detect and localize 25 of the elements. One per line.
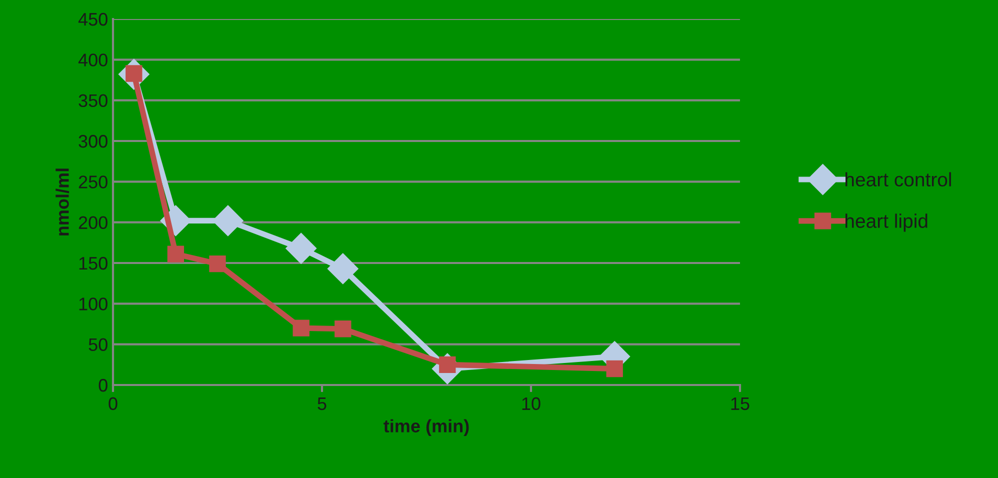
point [286, 232, 317, 264]
y-tick-label: 150 [79, 256, 108, 270]
legend-label: heart control [846, 172, 951, 186]
point [292, 320, 310, 336]
x-tick-label: 0 [108, 397, 118, 410]
y-tick-label: 0 [98, 378, 108, 392]
point [209, 255, 226, 272]
y-tick-label: 100 [79, 298, 108, 310]
y-tick-label: 400 [78, 54, 108, 66]
y-tick-label: 450 [78, 12, 108, 26]
y-tick-label: 50 [88, 338, 108, 352]
y-axis-title: nmol/ml [56, 168, 70, 236]
y-tick-label: 300 [78, 134, 108, 148]
legend-label: heart lipid [846, 214, 928, 232]
y-tick-label: 250 [78, 176, 108, 188]
x-tick-label: 5 [318, 397, 326, 410]
x-axis-title: time (min) [384, 419, 469, 436]
point [334, 320, 352, 338]
point [167, 246, 184, 262]
y-tick-label: 200 [78, 216, 108, 230]
point [606, 360, 623, 378]
y-tick-label: 350 [78, 94, 108, 108]
x-tick-label: 15 [731, 397, 750, 410]
point [327, 253, 358, 284]
x-tick-label: 10 [522, 397, 540, 410]
